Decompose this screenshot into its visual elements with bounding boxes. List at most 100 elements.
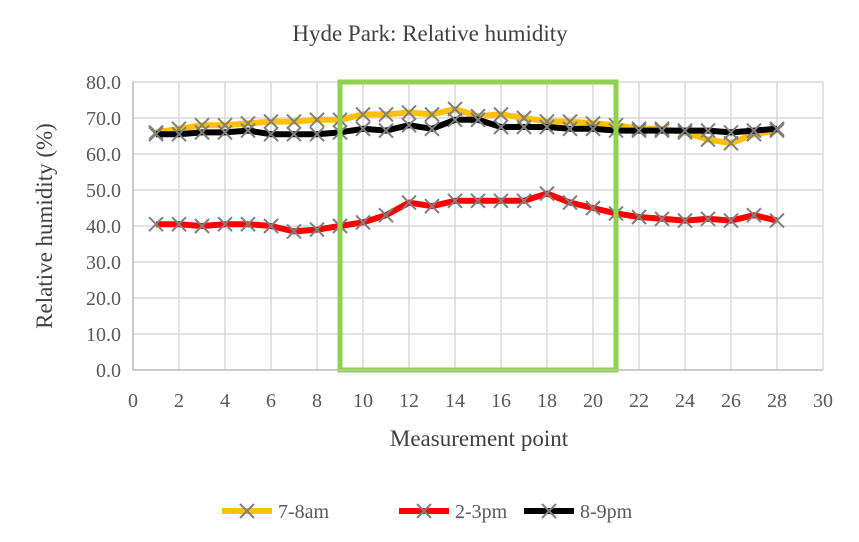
series-8-9pm — [148, 112, 785, 142]
data-point-marker — [493, 193, 509, 209]
data-point-marker — [355, 214, 371, 231]
data-point-marker — [424, 198, 440, 214]
data-point-marker — [516, 193, 532, 209]
data-point-marker — [309, 126, 325, 142]
data-point-marker — [700, 122, 716, 139]
series-2-3pm — [148, 185, 785, 240]
data-point-marker — [769, 212, 785, 229]
legend: 7-8am 2-3pm 8-9pm — [222, 501, 633, 523]
data-point-marker — [470, 112, 486, 128]
legend-item: 8-9pm — [524, 501, 633, 523]
legend-label: 8-9pm — [580, 501, 633, 523]
chart-title: Hyde Park: Relative humidity — [292, 21, 568, 46]
x-tick-label: 20 — [583, 390, 603, 412]
data-point-marker — [677, 122, 693, 139]
legend-label: 2-3pm — [455, 501, 508, 523]
data-point-marker — [401, 104, 417, 121]
data-point-marker — [746, 207, 762, 223]
data-point-marker — [378, 122, 394, 139]
x-tick-label: 18 — [537, 390, 557, 412]
y-tick-label: 80.0 — [86, 72, 121, 94]
data-point-marker — [539, 119, 555, 135]
data-point-marker — [263, 126, 279, 142]
data-point-marker — [401, 194, 417, 211]
data-point-marker — [447, 193, 463, 209]
data-point-marker — [424, 121, 440, 137]
legend-item: 2-3pm — [399, 501, 508, 523]
data-point-marker — [539, 185, 555, 202]
x-tick-label: 2 — [174, 390, 184, 412]
y-tick-label: 60.0 — [86, 144, 121, 166]
data-point-marker — [263, 113, 279, 130]
data-point-marker — [746, 122, 762, 139]
y-tick-label: 40.0 — [86, 216, 121, 238]
data-point-marker — [217, 124, 233, 141]
data-point-marker — [401, 117, 417, 133]
series-line — [156, 190, 778, 235]
data-point-marker — [240, 216, 256, 232]
data-point-marker — [171, 126, 187, 142]
x-tick-label: 4 — [220, 390, 230, 412]
x-tick-label: 14 — [445, 390, 465, 412]
data-point-marker — [171, 216, 187, 232]
series-line — [155, 106, 778, 147]
data-point-marker — [378, 106, 394, 123]
data-point-marker — [309, 221, 325, 238]
x-axis-label: Measurement point — [390, 426, 569, 451]
data-point-marker — [585, 121, 601, 137]
data-point-marker — [631, 209, 647, 225]
x-tick-label: 6 — [266, 390, 276, 412]
x-tick-label: 28 — [767, 390, 787, 412]
axes: 0 2 4 6 8 10 12 14 16 18 20 22 24 26 28 300.010.020.030… — [86, 72, 833, 412]
x-tick-label: 16 — [491, 390, 511, 412]
data-point-marker — [447, 101, 463, 117]
data-point-marker — [148, 126, 164, 142]
x-tick-label: 12 — [399, 390, 419, 412]
data-point-marker — [470, 193, 486, 209]
data-point-marker — [562, 194, 578, 211]
data-point-marker — [723, 124, 739, 141]
data-point-marker — [493, 106, 509, 123]
data-point-marker — [677, 212, 693, 229]
data-point-marker — [654, 122, 670, 139]
data-point-marker — [447, 112, 463, 128]
data-point-marker — [378, 207, 394, 223]
data-point-marker — [286, 126, 302, 142]
x-tick-label: 24 — [675, 390, 695, 412]
data-point-marker — [194, 124, 210, 141]
data-point-marker — [562, 121, 578, 137]
y-tick-label: 30.0 — [86, 252, 121, 274]
data-point-marker — [355, 121, 371, 137]
legend-label: 7-8am — [278, 501, 330, 523]
x-tick-label: 8 — [312, 390, 322, 412]
y-tick-label: 20.0 — [86, 288, 121, 310]
data-point-marker — [700, 211, 716, 227]
data-point-marker — [585, 200, 601, 216]
y-tick-label: 50.0 — [86, 180, 121, 202]
data-point-marker — [541, 503, 557, 519]
data-point-marker — [286, 113, 302, 130]
data-point-marker — [493, 119, 509, 135]
y-tick-label: 10.0 — [86, 324, 121, 346]
data-point-marker — [239, 503, 255, 519]
x-tick-label: 30 — [813, 390, 833, 412]
y-axis-label: Relative humidity (%) — [32, 123, 57, 329]
data-point-marker — [309, 112, 325, 128]
data-point-marker — [286, 223, 302, 240]
data-point-marker — [263, 218, 279, 234]
data-point-marker — [416, 503, 432, 519]
data-point-marker — [631, 122, 647, 139]
x-tick-label: 0 — [128, 390, 138, 412]
data-point-marker — [723, 212, 739, 229]
y-tick-label: 70.0 — [86, 108, 121, 130]
data-point-marker — [355, 106, 371, 123]
series-group — [148, 79, 785, 373]
x-tick-label: 22 — [629, 390, 649, 412]
data-point-marker — [654, 211, 670, 227]
data-point-marker — [194, 218, 210, 234]
x-tick-label: 26 — [721, 390, 741, 412]
data-point-marker — [424, 106, 440, 123]
y-tick-label: 0.0 — [96, 360, 121, 382]
data-point-marker — [217, 216, 233, 232]
